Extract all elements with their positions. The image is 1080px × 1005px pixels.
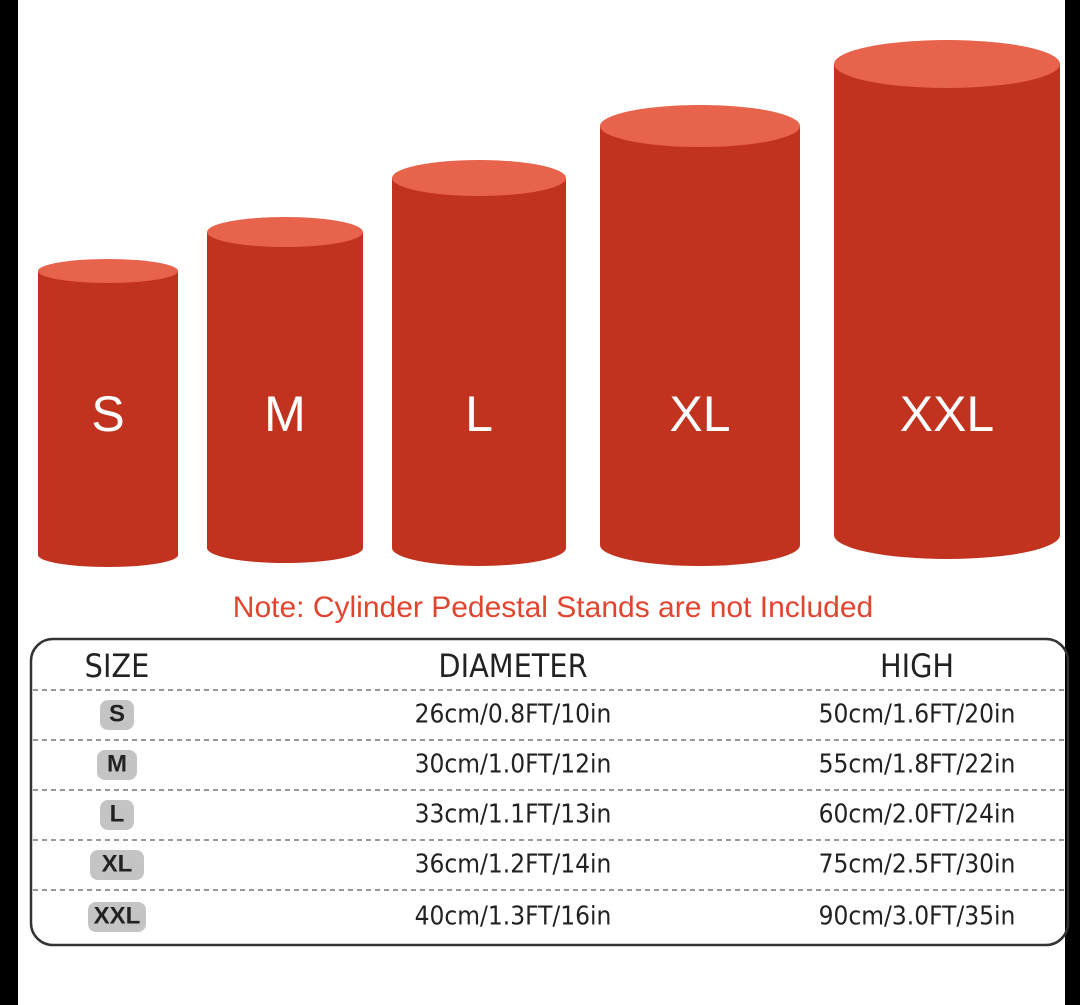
- cylinder-top: [392, 160, 566, 196]
- cylinder-top: [600, 105, 800, 147]
- cylinder-body: [392, 178, 566, 566]
- cylinder-label: S: [91, 386, 124, 442]
- cylinder-top: [207, 217, 363, 247]
- cylinder-body: [600, 126, 800, 566]
- cylinder-label: XXL: [900, 386, 995, 442]
- size-badge-label: S: [109, 700, 125, 727]
- cylinder-label: M: [264, 386, 306, 442]
- table-cell: 90cm/3.0FT/35in: [819, 902, 1016, 932]
- table-cell: 26cm/0.8FT/10in: [415, 700, 612, 730]
- size-badge-label: L: [110, 800, 125, 827]
- table-frame: [29, 637, 1070, 947]
- table-header: SIZE: [85, 647, 150, 685]
- cylinder-top: [38, 259, 178, 283]
- size-badge: [97, 750, 137, 780]
- size-badge: [88, 902, 146, 932]
- size-badge: [90, 850, 144, 880]
- cylinder-label: XL: [669, 386, 730, 442]
- table-cell: 60cm/2.0FT/24in: [819, 800, 1016, 830]
- table-cell: 33cm/1.1FT/13in: [415, 800, 612, 830]
- note: Note: Cylinder Pedestal Stands are not I…: [233, 591, 873, 624]
- cylinder-body: [38, 271, 178, 567]
- table-cell: 40cm/1.3FT/16in: [415, 902, 612, 932]
- cylinder-top: [834, 40, 1060, 88]
- table-header: DIAMETER: [438, 647, 587, 685]
- table-cell: 50cm/1.6FT/20in: [819, 700, 1016, 730]
- table-cell: 30cm/1.0FT/12in: [415, 750, 612, 780]
- table-cell: 36cm/1.2FT/14in: [415, 850, 612, 880]
- cylinder-body: [207, 232, 363, 563]
- cylinder-body: [834, 64, 1060, 559]
- cylinder-label: L: [465, 386, 493, 442]
- size-badge-label: M: [107, 750, 127, 777]
- size-badge-label: XL: [102, 850, 133, 877]
- size-badge: [100, 700, 134, 730]
- table-cell: 75cm/2.5FT/30in: [819, 850, 1016, 880]
- size-badge: [100, 800, 134, 830]
- table-cell: 55cm/1.8FT/22in: [819, 750, 1016, 780]
- table-header: HIGH: [880, 647, 954, 685]
- size-badge-label: XXL: [94, 902, 141, 929]
